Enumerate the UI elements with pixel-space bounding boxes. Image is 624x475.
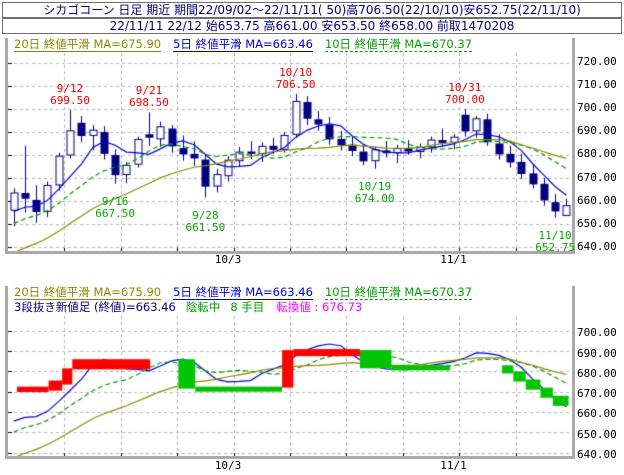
chart-annotation-11-10: 11/10 652.75 bbox=[535, 228, 575, 254]
line-break-value-label: 3段抜き新値足 (終値)=663.46 bbox=[14, 300, 176, 314]
candlestick-plot-area bbox=[8, 53, 572, 251]
y-axis-label: 700.00 bbox=[577, 326, 617, 340]
annotation-price: 706.50 bbox=[275, 77, 316, 91]
ma20-legend: 20日 終値平滑 MA=675.90 bbox=[14, 37, 162, 52]
x-axis-label: 10/3 bbox=[214, 459, 242, 472]
y-axis-label: 650.00 bbox=[577, 216, 617, 230]
y-axis-label: 710.00 bbox=[577, 78, 617, 92]
x-axis-label: 10/3 bbox=[214, 253, 242, 266]
y-axis-label: 690.00 bbox=[577, 124, 617, 138]
y-axis-label: 690.00 bbox=[577, 346, 617, 360]
quote-bar: 22/11/11 22/12 始653.75 高661.00 安653.50 終… bbox=[2, 18, 622, 34]
chart-annotation-9-28: 9/28 661.50 bbox=[185, 208, 226, 234]
y-axis-label: 700.00 bbox=[577, 101, 617, 115]
annotation-date: 10/10 bbox=[279, 65, 313, 79]
chart-annotation-9-12: 9/12 699.50 bbox=[50, 83, 90, 107]
annotation-date: 9/21 bbox=[135, 84, 163, 98]
annotation-date: 9/28 bbox=[192, 208, 219, 222]
chart-annotation-10-10: 10/10 706.50 bbox=[275, 65, 316, 91]
y-axis-label: 640.00 bbox=[577, 448, 617, 462]
ma5-legend: 5日 終値平滑 MA=663.46 bbox=[173, 37, 313, 52]
y-axis-label: 640.00 bbox=[577, 239, 617, 253]
annotation-price: 699.50 bbox=[50, 94, 90, 108]
y-axis-label: 660.00 bbox=[577, 407, 617, 421]
chart-annotation-9-16: 9/16 667.50 bbox=[95, 194, 136, 220]
line-break-status-row: 3段抜き新値足 (終値)=663.46 陰転中 8 手目 転換値 : 676.73 bbox=[8, 301, 572, 316]
annotation-date: 10/19 bbox=[358, 179, 392, 193]
top-ma-legend: 20日 終値平滑 MA=675.90 5日 終値平滑 MA=663.46 10日 終… bbox=[8, 37, 572, 53]
chart-annotation-9-21: 9/21 698.50 bbox=[129, 85, 169, 109]
annotation-price: 661.50 bbox=[185, 220, 226, 234]
annotation-date: 9/12 bbox=[56, 82, 84, 96]
y-axis-label: 670.00 bbox=[577, 387, 617, 401]
y-axis-label: 650.00 bbox=[577, 427, 617, 441]
y-axis-label: 720.00 bbox=[577, 55, 617, 69]
annotation-price: 700.00 bbox=[444, 92, 485, 106]
title-bar: シカゴコーン 日足 期近 期間22/09/02〜22/11/11( 50)高70… bbox=[2, 2, 622, 18]
bottom-ma-legend: 20日 終値平滑 MA=675.90 5日 終値平滑 MA=663.46 10日 終… bbox=[8, 285, 572, 301]
quote-text: 22/11/11 22/12 始653.75 高661.00 安653.50 終… bbox=[109, 19, 515, 33]
annotation-price: 698.50 bbox=[129, 96, 169, 110]
candlestick-chart-panel: 20日 終値平滑 MA=675.90 5日 終値平滑 MA=663.46 10日 終… bbox=[5, 37, 575, 254]
line-break-plot-area bbox=[8, 316, 572, 456]
chart-annotation-10-19: 10/19 674.00 bbox=[354, 179, 395, 205]
annotation-price: 674.00 bbox=[354, 191, 395, 205]
candlestick-chart-canvas bbox=[8, 53, 572, 251]
y-axis-label: 660.00 bbox=[577, 193, 617, 207]
y-axis-label: 670.00 bbox=[577, 170, 617, 184]
x-axis-label: 11/1 bbox=[440, 253, 467, 266]
line-count-label: 8 手目 bbox=[230, 300, 265, 314]
line-break-chart-canvas bbox=[8, 316, 572, 456]
y-axis-label: 680.00 bbox=[577, 366, 617, 380]
reversal-value-label: 転換値 : 676.73 bbox=[276, 300, 363, 314]
y-axis-label: 680.00 bbox=[577, 147, 617, 161]
line-break-chart-panel: 20日 終値平滑 MA=675.90 5日 終値平滑 MA=663.46 10日 終… bbox=[5, 285, 575, 459]
annotation-date: 10/31 bbox=[448, 80, 482, 94]
annotation-price: 652.75 bbox=[535, 240, 575, 254]
ma10-legend-bottom: 10日 終値平滑 MA=670.37 bbox=[324, 285, 473, 300]
title-text: シカゴコーン 日足 期近 期間22/09/02〜22/11/11( 50)高70… bbox=[43, 3, 581, 17]
x-axis-label: 11/1 bbox=[440, 459, 467, 472]
trend-state-label: 陰転中 bbox=[185, 300, 221, 314]
ma10-legend: 10日 終値平滑 MA=670.37 bbox=[324, 37, 473, 52]
annotation-date: 11/10 bbox=[538, 228, 572, 242]
ma5-legend-bottom: 5日 終値平滑 MA=663.46 bbox=[173, 285, 313, 300]
annotation-price: 667.50 bbox=[95, 206, 136, 220]
annotation-date: 9/16 bbox=[101, 194, 129, 208]
ma20-legend-bottom: 20日 終値平滑 MA=675.90 bbox=[14, 285, 162, 300]
chart-annotation-10-31: 10/31 700.00 bbox=[444, 80, 485, 106]
